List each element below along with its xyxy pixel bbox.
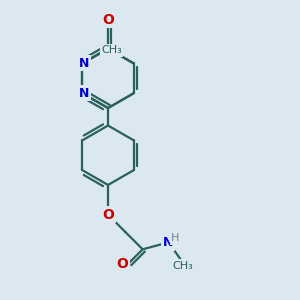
Text: O: O [116, 256, 128, 271]
Text: H: H [171, 233, 180, 243]
Text: O: O [102, 13, 114, 27]
Text: N: N [79, 57, 89, 70]
Text: CH₃: CH₃ [172, 261, 193, 271]
Text: N: N [79, 87, 89, 100]
Text: O: O [102, 208, 114, 222]
Text: N: N [163, 236, 173, 249]
Text: CH₃: CH₃ [101, 45, 122, 55]
